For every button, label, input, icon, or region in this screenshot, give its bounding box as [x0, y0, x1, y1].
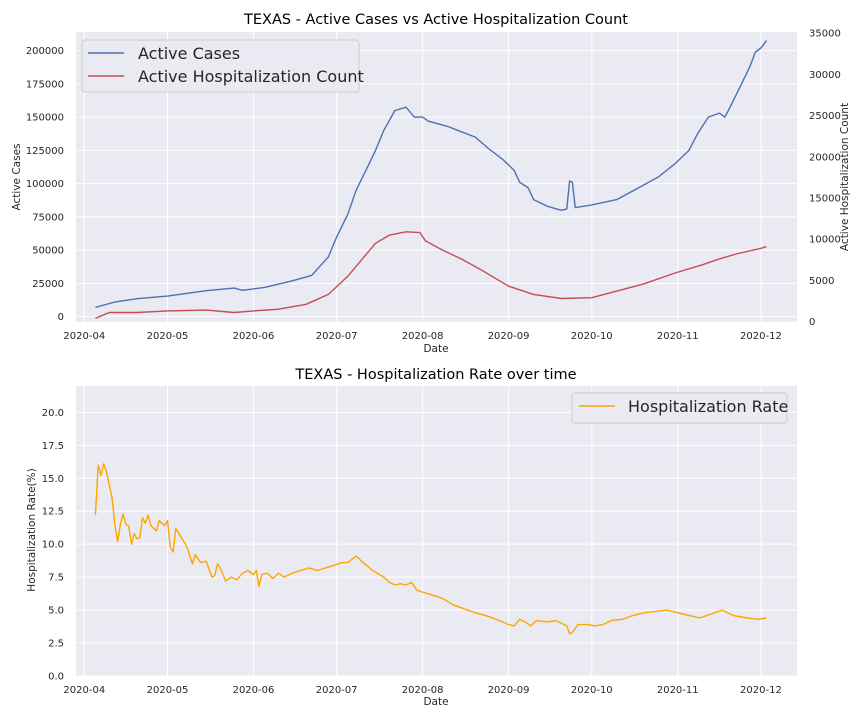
chart-1-x-axis-label: Date: [423, 343, 448, 355]
x-tick-label: 2020-11: [657, 331, 699, 342]
chart-1-lines: [95, 40, 768, 319]
chart-1-y2-axis-label: Active Hospitalization Count: [839, 103, 851, 251]
x-tick-label: 2020-04: [63, 685, 105, 696]
chart-1-y-tick-labels: 0 25000 50000 75000 100000 125000 150000 175000…: [26, 46, 64, 323]
series-line-active-cases: [95, 40, 768, 309]
x-tick-label: 2020-09: [488, 685, 530, 696]
y2-tick-label: 20000: [809, 152, 841, 163]
series-line-hospitalization-rate: [94, 463, 767, 635]
series-line-active-hospitalization-count: [95, 231, 767, 319]
chart-1-y-axis-label: Active Cases: [11, 144, 23, 211]
chart-1-title: TEXAS - Active Cases vs Active Hospitali…: [243, 12, 628, 28]
y2-tick-label: 5000: [809, 276, 834, 287]
chart-1-legend: Active Cases Active Hospitalization Coun…: [81, 39, 364, 93]
x-tick-label: 2020-05: [147, 685, 189, 696]
y-tick-label: 150000: [26, 113, 64, 124]
y2-tick-label: 30000: [809, 70, 841, 81]
y-tick-label: 2.5: [48, 639, 64, 650]
y-tick-label: 17.5: [42, 441, 64, 452]
chart-2: 0.0 2.5 5.0 7.5 10.0 12.5 15.0 17.5 20.0 2020-04…: [26, 367, 797, 708]
chart-2-legend: Hospitalization Rate: [571, 392, 788, 424]
x-tick-label: 2020-11: [657, 685, 699, 696]
chart-2-x-axis-label: Date: [423, 696, 448, 708]
chart-1-legend-box: [81, 39, 360, 93]
y-tick-label: 20.0: [42, 408, 64, 419]
y-tick-label: 50000: [32, 246, 64, 257]
y-tick-label: 200000: [26, 46, 64, 57]
chart-1: 0250005000075000100000125000150000175000…: [11, 12, 851, 355]
x-tick-label: 2020-07: [316, 685, 358, 696]
x-tick-label: 2020-06: [233, 685, 275, 696]
x-tick-label: 2020-08: [402, 685, 444, 696]
y-tick-label: 0: [58, 312, 64, 323]
chart-2-y-tick-labels: 0.0 2.5 5.0 7.5 10.0 12.5 15.0 17.5 20.0: [42, 408, 64, 683]
x-tick-label: 2020-10: [571, 685, 613, 696]
chart-2-legend-box: [571, 392, 788, 424]
legend-label-hospitalization-rate: Hospitalization Rate: [628, 397, 788, 416]
chart-2-title: TEXAS - Hospitalization Rate over time: [294, 367, 576, 383]
y2-tick-label: 15000: [809, 194, 841, 205]
x-tick-label: 2020-08: [402, 331, 444, 342]
x-tick-label: 2020-06: [233, 331, 275, 342]
y-tick-label: 125000: [26, 146, 64, 157]
x-tick-label: 2020-09: [488, 331, 530, 342]
y2-tick-label: 10000: [809, 235, 841, 246]
y-tick-label: 5.0: [48, 606, 64, 617]
y2-tick-label: 35000: [809, 29, 841, 40]
x-tick-label: 2020-12: [740, 331, 782, 342]
y-tick-label: 75000: [32, 212, 64, 223]
y-tick-label: 7.5: [48, 573, 64, 584]
chart-2-y-axis-label: Hospitalization Rate(%): [26, 468, 38, 591]
y-tick-label: 25000: [32, 279, 64, 290]
y-tick-label: 10.0: [42, 540, 64, 551]
chart-1-y2-tick-labels: 0 5000 10000 15000 20000 25000 30000 35000: [809, 29, 841, 328]
y2-tick-label: 0: [809, 317, 815, 328]
x-tick-label: 2020-12: [740, 685, 782, 696]
x-tick-label: 2020-05: [147, 331, 189, 342]
chart-2-x-tick-labels: 2020-04 2020-05 2020-06 2020-07 2020-08 2020-…: [63, 685, 781, 696]
y-tick-label: 100000: [26, 179, 64, 190]
y-tick-label: 15.0: [42, 474, 64, 485]
y2-tick-label: 25000: [809, 111, 841, 122]
x-tick-label: 2020-07: [316, 331, 358, 342]
y-tick-label: 12.5: [42, 507, 64, 518]
chart-2-plot-area: [76, 386, 797, 676]
y-tick-label: 0.0: [48, 672, 64, 683]
legend-label-active-hospitalization-count: Active Hospitalization Count: [138, 67, 364, 86]
x-tick-label: 2020-04: [63, 331, 105, 342]
legend-label-active-cases: Active Cases: [138, 44, 240, 63]
chart-2-lines: [94, 463, 767, 635]
y-tick-label: 175000: [26, 79, 64, 90]
x-tick-label: 2020-10: [571, 331, 613, 342]
chart-1-x-tick-labels: 2020-04 2020-05 2020-06 2020-07 2020-08 2020-…: [63, 331, 781, 342]
